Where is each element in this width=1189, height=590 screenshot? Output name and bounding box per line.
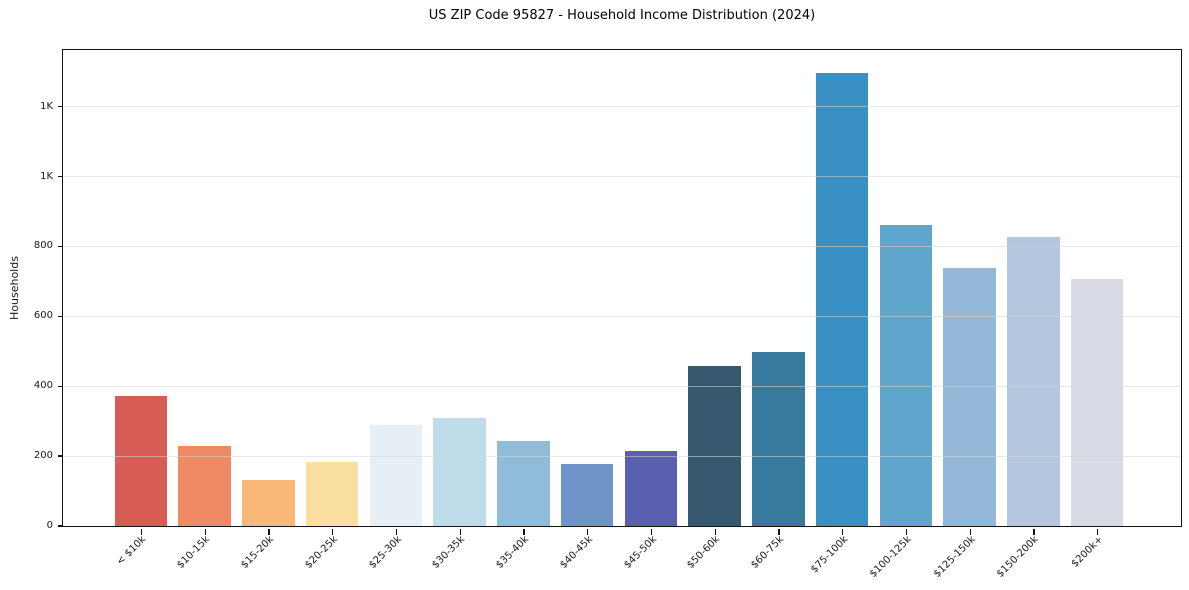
x-tick-mark — [395, 529, 398, 535]
bar-slot: $45-50k — [619, 50, 683, 571]
bar-slot: $35-40k — [492, 50, 556, 571]
x-tick-mark — [459, 529, 461, 535]
y-tick-label: 0 — [46, 520, 53, 531]
bar-$40-45k — [560, 464, 614, 526]
y-tick-label: 800 — [33, 240, 53, 252]
x-tick-label: $150-200k — [995, 534, 1042, 580]
x-tick-mark — [650, 529, 653, 535]
y-tick-mark — [58, 525, 63, 527]
bar-slot: $15-20k — [237, 50, 301, 571]
chart-title: US ZIP Code 95827 - Household Income Dis… — [428, 8, 816, 23]
bar-slot: $125-150k — [931, 50, 1002, 580]
bar-$35-40k — [497, 440, 550, 526]
x-tick-mark — [332, 529, 334, 535]
x-tick-label: $100-125k — [867, 534, 914, 580]
bar-slot: $75-100k — [808, 50, 874, 575]
x-tick-mark — [714, 529, 716, 535]
y-tick-mark — [58, 175, 63, 178]
x-tick-mark — [778, 529, 780, 535]
x-tick-label: $60-75k — [749, 534, 787, 571]
y-tick-mark — [58, 105, 63, 108]
x-tick-mark — [969, 529, 971, 535]
x-tick-label: $10-15k — [175, 534, 213, 571]
bar-< $10k — [114, 395, 167, 526]
bar-slot: $40-45k — [555, 50, 619, 571]
bar-$75-100k — [815, 72, 869, 526]
x-tick-mark — [905, 529, 908, 535]
bar-slot: $100-125k — [868, 50, 938, 580]
bar-$50-60k — [688, 366, 741, 526]
x-tick-label: $75-100k — [808, 534, 850, 576]
bar-slot: $25-30k — [364, 50, 428, 571]
bars-container: < $10k $10-15k $15-20k $20-25k $25-30k $30-35… — [63, 50, 1181, 580]
x-tick-mark — [842, 529, 844, 535]
x-tick-label: $50-60k — [685, 534, 723, 571]
bar-$25-30k — [369, 425, 422, 526]
x-tick-label: $200k+ — [1069, 534, 1105, 570]
x-tick-label: $20-25k — [302, 534, 340, 571]
x-tick-label: $125-150k — [931, 534, 978, 580]
y-tick-mark — [58, 455, 63, 457]
x-tick-mark — [268, 529, 270, 535]
x-tick-label: $40-45k — [557, 534, 595, 571]
y-tick-label: 200 — [33, 450, 53, 462]
x-tick-label: $45-50k — [621, 534, 659, 571]
bar-slot: $20-25k — [300, 50, 364, 571]
bar-slot: $60-75k — [747, 50, 811, 571]
y-tick-label: 600 — [33, 310, 53, 322]
y-tick-label: 1K — [40, 170, 53, 182]
y-tick-label: 1K — [40, 100, 53, 112]
bar-$45-50k — [624, 451, 677, 526]
x-tick-label: $30-35k — [430, 534, 468, 571]
bar-$125-150k — [943, 267, 996, 526]
x-tick-mark — [140, 529, 143, 535]
bar-$30-35k — [433, 418, 486, 526]
bar-$20-25k — [305, 461, 359, 526]
bar-$10-15k — [178, 445, 231, 526]
y-tick-mark — [58, 315, 63, 317]
plot-area: < $10k $10-15k $15-20k $20-25k $25-30k $30-35… — [34, 49, 1182, 580]
x-tick-label: $35-40k — [494, 534, 532, 571]
x-tick-mark — [523, 529, 525, 535]
x-tick-label: < $10k — [115, 534, 149, 568]
bar-$15-20k — [242, 479, 295, 526]
y-tick-label: 400 — [33, 380, 53, 392]
bar-slot: < $10k — [109, 50, 173, 568]
y-tick-mark — [58, 385, 63, 387]
bar-$200k+ — [1070, 279, 1124, 526]
x-tick-label: $25-30k — [366, 534, 404, 571]
x-tick-mark — [204, 529, 206, 535]
bar-slot: $50-60k — [683, 50, 747, 571]
bar-slot: $200k+ — [1065, 50, 1129, 570]
y-tick-mark — [58, 245, 63, 248]
x-tick-mark — [1033, 529, 1035, 535]
bar-$150-200k — [1007, 236, 1060, 526]
bar-$100-125k — [879, 224, 932, 526]
x-tick-mark — [1097, 529, 1099, 535]
bar-slot: $10-15k — [173, 50, 237, 571]
bar-slot: $30-35k — [428, 50, 492, 571]
x-tick-label: $15-20k — [239, 534, 277, 571]
bar-slot: $150-200k — [995, 50, 1066, 580]
x-tick-mark — [587, 529, 589, 535]
bar-$60-75k — [752, 352, 805, 526]
